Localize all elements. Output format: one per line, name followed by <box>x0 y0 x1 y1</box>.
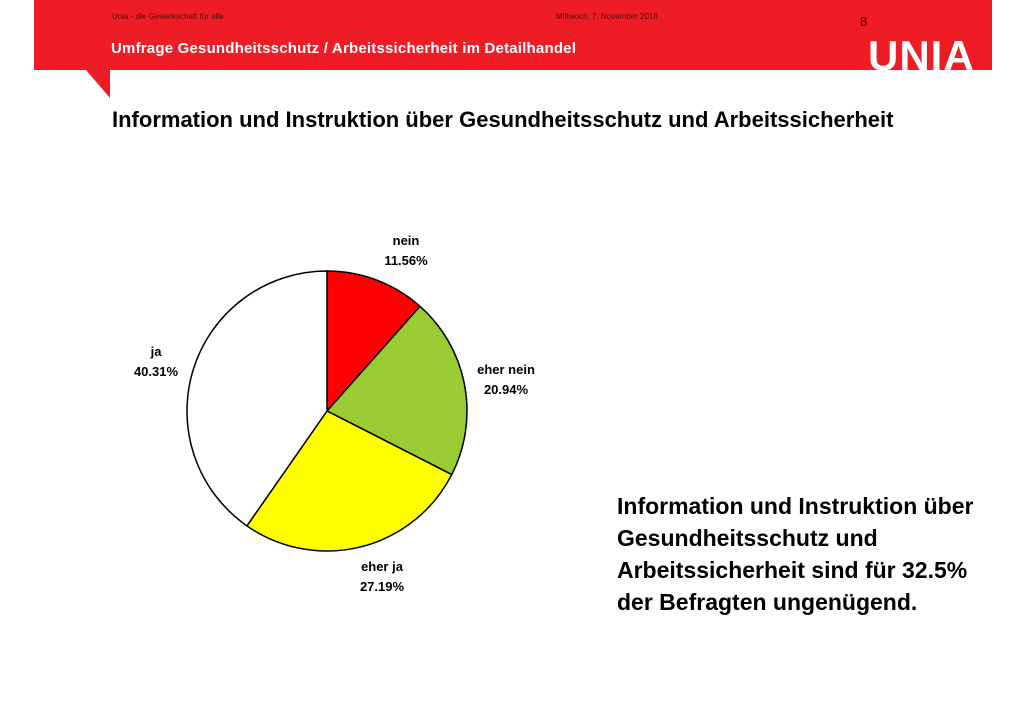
label-eher-ja: eher ja 27.19% <box>346 557 418 597</box>
pie-slice-ja <box>186 270 328 527</box>
label-nein: nein 11.56% <box>374 231 438 271</box>
label-ja-value: 40.31% <box>133 364 179 379</box>
label-ja: ja 40.31% <box>124 342 188 382</box>
page-number: 8 <box>860 14 868 29</box>
header-band <box>34 0 992 70</box>
header-tab-decoration <box>86 70 110 98</box>
pie-slice-nein <box>326 270 422 413</box>
organisation-line: Unia - die Gewerkschaft für alle <box>112 12 224 21</box>
label-eher-nein: eher nein 20.94% <box>464 360 548 400</box>
pie-slices <box>186 270 468 552</box>
label-eher-ja-name: eher ja <box>361 559 403 574</box>
label-eher-nein-name: eher nein <box>477 362 535 377</box>
logo-text: UNIA <box>868 32 975 75</box>
label-nein-value: 11.56% <box>384 253 428 268</box>
summary-note: Information und Instruktion über Gesundh… <box>617 493 974 615</box>
label-nein-name: nein <box>392 233 420 248</box>
pie-slice-eher-nein <box>325 305 468 476</box>
pie-slice-eher-ja <box>245 410 453 552</box>
label-eher-ja-value: 27.19% <box>359 579 405 594</box>
label-ja-name: ja <box>150 344 162 359</box>
label-eher-nein-value: 20.94% <box>483 382 529 397</box>
date-line: Mittwoch, 7. November 2018 <box>556 12 658 21</box>
unia-logo: UNIA <box>868 32 975 75</box>
page-title: Information und Instruktion über Gesundh… <box>112 107 894 132</box>
header-subtitle: Umfrage Gesundheitsschutz / Arbeitssiche… <box>111 40 577 57</box>
